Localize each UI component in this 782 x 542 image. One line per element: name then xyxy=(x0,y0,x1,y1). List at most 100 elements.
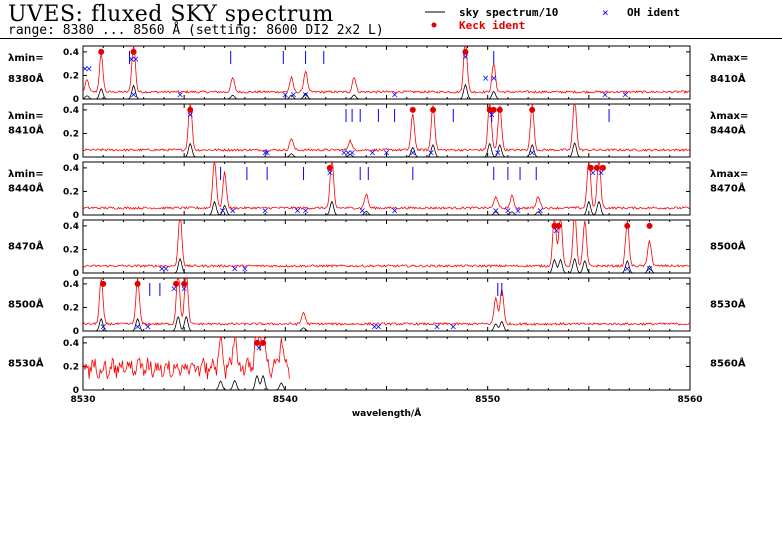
panels-group: 00.20.4××××× × × × × ××× ×× ×λmin= λmax=8380Å 841… xyxy=(8,45,748,419)
row-start-label-0: 8380Å xyxy=(8,72,44,85)
keck-mark-1-0 xyxy=(187,106,194,113)
keck-mark-4-0 xyxy=(100,280,107,287)
oh-mark-0-12: × xyxy=(490,74,498,84)
oh-mark-2-13: × xyxy=(597,169,605,179)
keck-mark-0-1 xyxy=(130,48,137,55)
flux-spectrum-line-1 xyxy=(82,103,691,152)
oh-mark-4-0: × xyxy=(99,322,107,332)
keck-mark-1-6 xyxy=(529,106,536,113)
oh-mark-1-12: × xyxy=(528,148,536,158)
y-tick-label-0-2: 0.4 xyxy=(63,48,79,58)
y-tick-label-5-1: 0.2 xyxy=(63,362,79,372)
oh-mark-0-11: × xyxy=(482,74,490,84)
flux-spectrum-line-4 xyxy=(82,277,691,326)
y-tick-label-2-0: 0 xyxy=(73,211,79,221)
sky-spectrum-line-5 xyxy=(83,374,290,391)
oh-mark-0-6: × xyxy=(282,90,290,100)
row-end-label-2: 8470Å xyxy=(710,182,746,195)
y-tick-label-5-0: 0 xyxy=(73,386,79,396)
oh-mark-0-4: × xyxy=(130,90,138,100)
oh-mark-4-5: × xyxy=(371,322,379,332)
oh-mark-5-0: × xyxy=(255,344,263,354)
y-tick-label-4-1: 0.2 xyxy=(63,303,79,313)
sky-spectrum-line-4 xyxy=(83,315,690,332)
row-end-label-0: 8410Å xyxy=(710,72,746,85)
lambda-min-label-2: λmin= xyxy=(8,169,44,180)
oh-mark-0-14: × xyxy=(621,90,629,100)
y-tick-label-3-2: 0.4 xyxy=(63,222,79,232)
oh-mark-2-8: × xyxy=(492,206,500,216)
oh-mark-2-0: × xyxy=(219,206,227,216)
oh-mark-0-13: × xyxy=(601,90,609,100)
oh-mark-1-10: × xyxy=(488,111,496,121)
x-tick-label-0: 8530 xyxy=(70,395,95,405)
oh-mark-1-9: × xyxy=(427,148,435,158)
y-tick-label-1-0: 0 xyxy=(73,153,79,163)
keck-mark-4-1 xyxy=(134,280,141,287)
oh-mark-4-8: × xyxy=(449,322,457,332)
flux-spectrum-line-0 xyxy=(82,45,691,95)
row-end-label-4: 8530Å xyxy=(710,298,746,311)
keck-mark-3-1 xyxy=(555,222,562,229)
y-tick-label-1-2: 0.4 xyxy=(63,106,79,116)
oh-mark-0-0: × xyxy=(81,64,89,74)
keck-mark-0-2 xyxy=(462,48,469,55)
keck-mark-0-0 xyxy=(98,48,105,55)
oh-mark-2-12: × xyxy=(589,169,597,179)
keck-mark-1-5 xyxy=(496,106,503,113)
flux-spectrum-line-5 xyxy=(82,335,290,380)
keck-mark-5-0 xyxy=(254,339,261,346)
oh-mark-2-2: × xyxy=(261,206,269,216)
oh-mark-2-4: × xyxy=(302,206,310,216)
oh-mark-2-1: × xyxy=(229,206,237,216)
row-start-label-2: 8440Å xyxy=(8,182,44,195)
oh-mark-1-5: × xyxy=(348,148,356,158)
oh-mark-0-9: × xyxy=(391,90,399,100)
oh-mark-0-1: × xyxy=(85,64,93,74)
keck-mark-2-0 xyxy=(326,164,333,171)
page-title: UVES: fluxed SKY spectrum xyxy=(8,2,334,27)
oh-mark-3-2: × xyxy=(231,264,239,274)
row-start-label-3: 8470Å xyxy=(8,240,44,253)
oh-mark-1-2: × xyxy=(263,148,271,158)
row-end-label-1: 8440Å xyxy=(710,124,746,137)
keck-mark-5-1 xyxy=(260,339,267,346)
keck-mark-2-1 xyxy=(587,164,594,171)
oh-mark-4-2: × xyxy=(144,322,152,332)
y-tick-label-3-1: 0.2 xyxy=(63,245,79,255)
oh-mark-2-6: × xyxy=(358,206,366,216)
lambda-min-label-0: λmin= xyxy=(8,53,44,64)
oh-mark-0-7: × xyxy=(290,90,298,100)
oh-mark-3-4: × xyxy=(553,227,561,237)
oh-mark-2-11: × xyxy=(536,206,544,216)
oh-mark-0-8: × xyxy=(302,90,310,100)
legend-oh-icon: × xyxy=(602,6,609,19)
x-axis-label: wavelength/Å xyxy=(352,408,421,419)
oh-mark-3-5: × xyxy=(624,264,632,274)
keck-mark-1-4 xyxy=(490,106,497,113)
header-rule xyxy=(0,38,782,39)
oh-mark-1-1: × xyxy=(261,148,269,158)
oh-mark-0-2: × xyxy=(128,55,136,65)
oh-mark-0-5: × xyxy=(176,90,184,100)
y-tick-label-3-0: 0 xyxy=(73,269,79,279)
oh-mark-2-7: × xyxy=(391,206,399,216)
oh-mark-4-7: × xyxy=(433,322,441,332)
x-tick-label-1: 8540 xyxy=(273,395,298,405)
oh-mark-1-11: × xyxy=(494,148,502,158)
keck-mark-3-3 xyxy=(646,222,653,229)
y-tick-label-2-1: 0.2 xyxy=(63,187,79,197)
oh-mark-1-8: × xyxy=(409,148,417,158)
legend-keck-icon xyxy=(431,22,437,28)
y-tick-label-0-0: 0 xyxy=(73,95,79,105)
y-tick-label-4-2: 0.4 xyxy=(63,280,79,290)
oh-mark-0-10: × xyxy=(462,53,470,63)
oh-mark-1-6: × xyxy=(369,148,377,158)
legend-oh-label: OH ident xyxy=(627,6,680,19)
y-tick-label-1-1: 0.2 xyxy=(63,129,79,139)
row-end-label-5: 8560Å xyxy=(710,357,746,370)
keck-mark-2-3 xyxy=(599,164,606,171)
oh-mark-4-1: × xyxy=(134,322,142,332)
x-tick-label-3: 8560 xyxy=(677,395,702,405)
x-tick-label-2: 8550 xyxy=(475,395,500,405)
